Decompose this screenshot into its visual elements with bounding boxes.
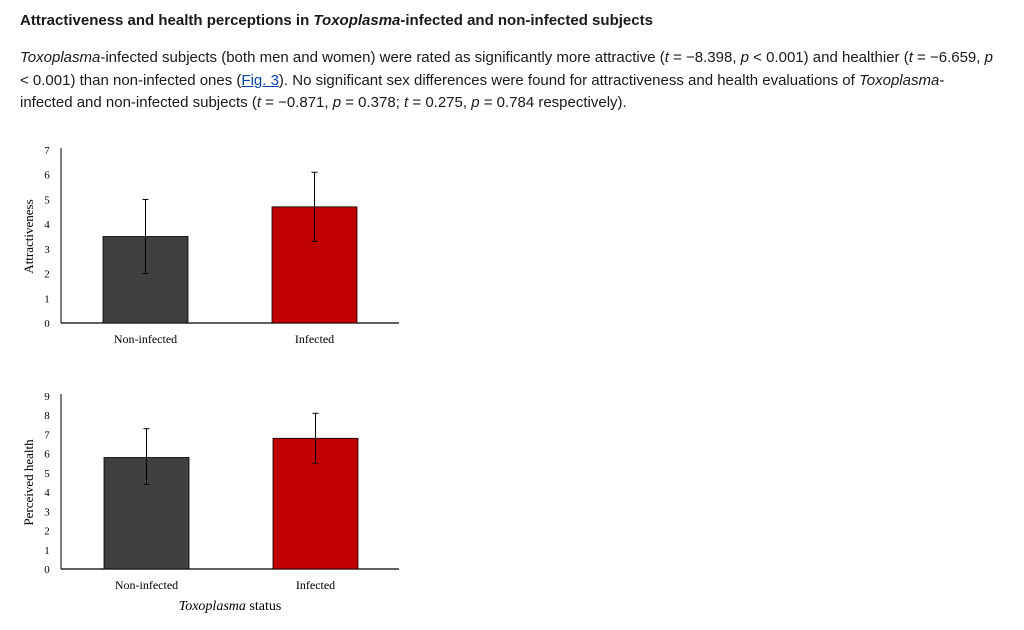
- bar-non-infected: [102, 236, 189, 324]
- y-tick-label: 7: [44, 145, 50, 157]
- figure-link[interactable]: Fig. 3: [241, 71, 279, 89]
- text-run: = 0.784 respectively).: [479, 94, 627, 111]
- italic-text: t: [664, 49, 669, 66]
- category-label: Infected: [295, 332, 334, 346]
- y-tick-label: 1: [44, 545, 50, 557]
- y-tick-label: 8: [44, 410, 50, 422]
- y-axis-label: Attractiveness: [21, 199, 36, 273]
- y-tick-label: 5: [44, 468, 50, 480]
- section-heading: Attractiveness and health perceptions in…: [20, 11, 653, 31]
- text-run: = −6.659,: [912, 49, 985, 66]
- text-run: < 0.001) than non-infected ones (: [20, 71, 242, 89]
- text-run: Attractiveness and health perceptions in: [20, 12, 314, 29]
- y-tick-label: 4: [44, 219, 50, 231]
- y-tick-label: 0: [44, 318, 50, 330]
- y-axis-label: Perceived health: [21, 439, 36, 526]
- text-run: = −0.871,: [261, 94, 333, 111]
- italic-text: Toxoplasma: [858, 71, 940, 89]
- y-tick-label: 5: [44, 194, 50, 206]
- chart-panel-2: 0 1 2 3 4 5 6 7 8 9 Perceived health Non-infected In…: [21, 391, 399, 592]
- y-tick-label: 6: [44, 449, 50, 461]
- y-tick-label: 3: [44, 506, 50, 518]
- text-run: < 0.001) and healthier (: [749, 49, 909, 66]
- text-run: = −8.398,: [668, 49, 741, 66]
- category-label: Non-infected: [115, 578, 178, 592]
- italic-text: p: [984, 49, 993, 66]
- text-run: ). No significant sex differences were f…: [278, 71, 859, 89]
- chart-panel-1: 0 1 2 3 4 5 6 7 Attractiveness Non-infected Infect…: [21, 145, 399, 346]
- y-tick-label: 7: [44, 429, 50, 441]
- italic-text: t: [908, 49, 913, 66]
- y-tick-label: 4: [44, 487, 50, 499]
- italic-text: p: [332, 94, 342, 111]
- italic-text: p: [471, 94, 480, 111]
- y-tick-label: 6: [44, 170, 50, 182]
- italic-text: t: [256, 94, 261, 111]
- text-run: -infected and non-infected subjects (: [20, 71, 945, 112]
- category-label: Non-infected: [114, 332, 177, 346]
- text-run: -infected and non-infected subjects: [400, 12, 653, 29]
- y-tick-label: 1: [44, 293, 50, 305]
- italic-text: p: [740, 49, 749, 66]
- italic-text: t: [404, 94, 409, 111]
- results-paragraph: Toxoplasma-infected subjects (both men a…: [20, 47, 995, 115]
- category-label: Infected: [296, 578, 335, 592]
- y-tick-label: 0: [44, 564, 50, 576]
- y-tick-label: 3: [44, 244, 50, 256]
- italic-text: Toxoplasma: [313, 12, 401, 29]
- bar-infected: [272, 437, 359, 570]
- x-axis-title: Toxoplasma status: [179, 599, 282, 614]
- y-tick-label: 2: [44, 526, 50, 538]
- italic-text: Toxoplasma: [20, 49, 101, 66]
- x-axis-title-part: status: [246, 599, 281, 614]
- x-axis-title-part: Toxoplasma: [179, 599, 246, 614]
- bar-non-infected: [103, 457, 190, 570]
- text-run: = 0.378;: [341, 94, 405, 111]
- y-tick-label: 9: [44, 391, 50, 403]
- text-run: = 0.275,: [408, 94, 472, 111]
- text-run: -infected subjects (both men and women) …: [100, 49, 665, 66]
- bar-infected: [271, 206, 358, 324]
- y-tick-label: 2: [44, 269, 50, 281]
